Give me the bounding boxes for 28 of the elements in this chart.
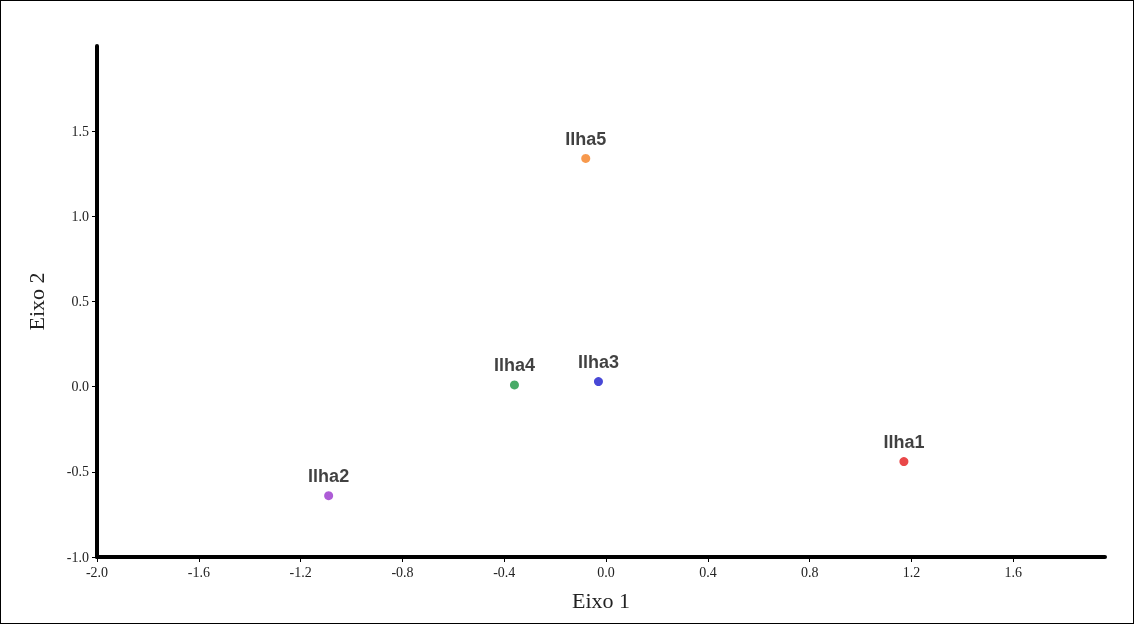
x-tick-label: -0.8 — [391, 564, 414, 580]
point — [593, 377, 603, 387]
series-label: Ilha5 — [565, 128, 607, 149]
series-label: Ilha3 — [577, 352, 619, 373]
y-axis-title: Eixo 2 — [23, 272, 49, 331]
x-tick-label: -2.0 — [85, 564, 109, 580]
y-tick-label: 1.5 — [71, 123, 89, 139]
x-tick-label: 0.0 — [597, 564, 615, 580]
x-tick-label: 1.2 — [902, 564, 921, 580]
point — [899, 457, 909, 467]
y-tick-label: 1.0 — [71, 208, 89, 224]
x-axis-title: Eixo 1 — [571, 587, 631, 613]
y-tick-label: 0.5 — [71, 294, 89, 309]
series-label: Ilha2 — [308, 466, 350, 487]
point — [509, 380, 519, 390]
x-tick-label: -0.4 — [493, 564, 516, 580]
x-tick-label: -1.6 — [187, 564, 210, 580]
series-label: Ilha4 — [493, 355, 535, 376]
y-tick-label: -1.0 — [66, 549, 89, 565]
point — [581, 153, 591, 163]
x-tick-label: 1.6 — [1004, 564, 1023, 580]
y-tick-label: 0.0 — [71, 379, 89, 395]
x-tick-label: 0.4 — [699, 564, 717, 580]
x-tick-label: -1.2 — [289, 564, 312, 580]
series-label: Ilha1 — [883, 432, 925, 453]
x-tick-label: 0.8 — [800, 564, 819, 580]
y-tick-label: -0.5 — [66, 464, 89, 480]
point — [324, 491, 334, 501]
